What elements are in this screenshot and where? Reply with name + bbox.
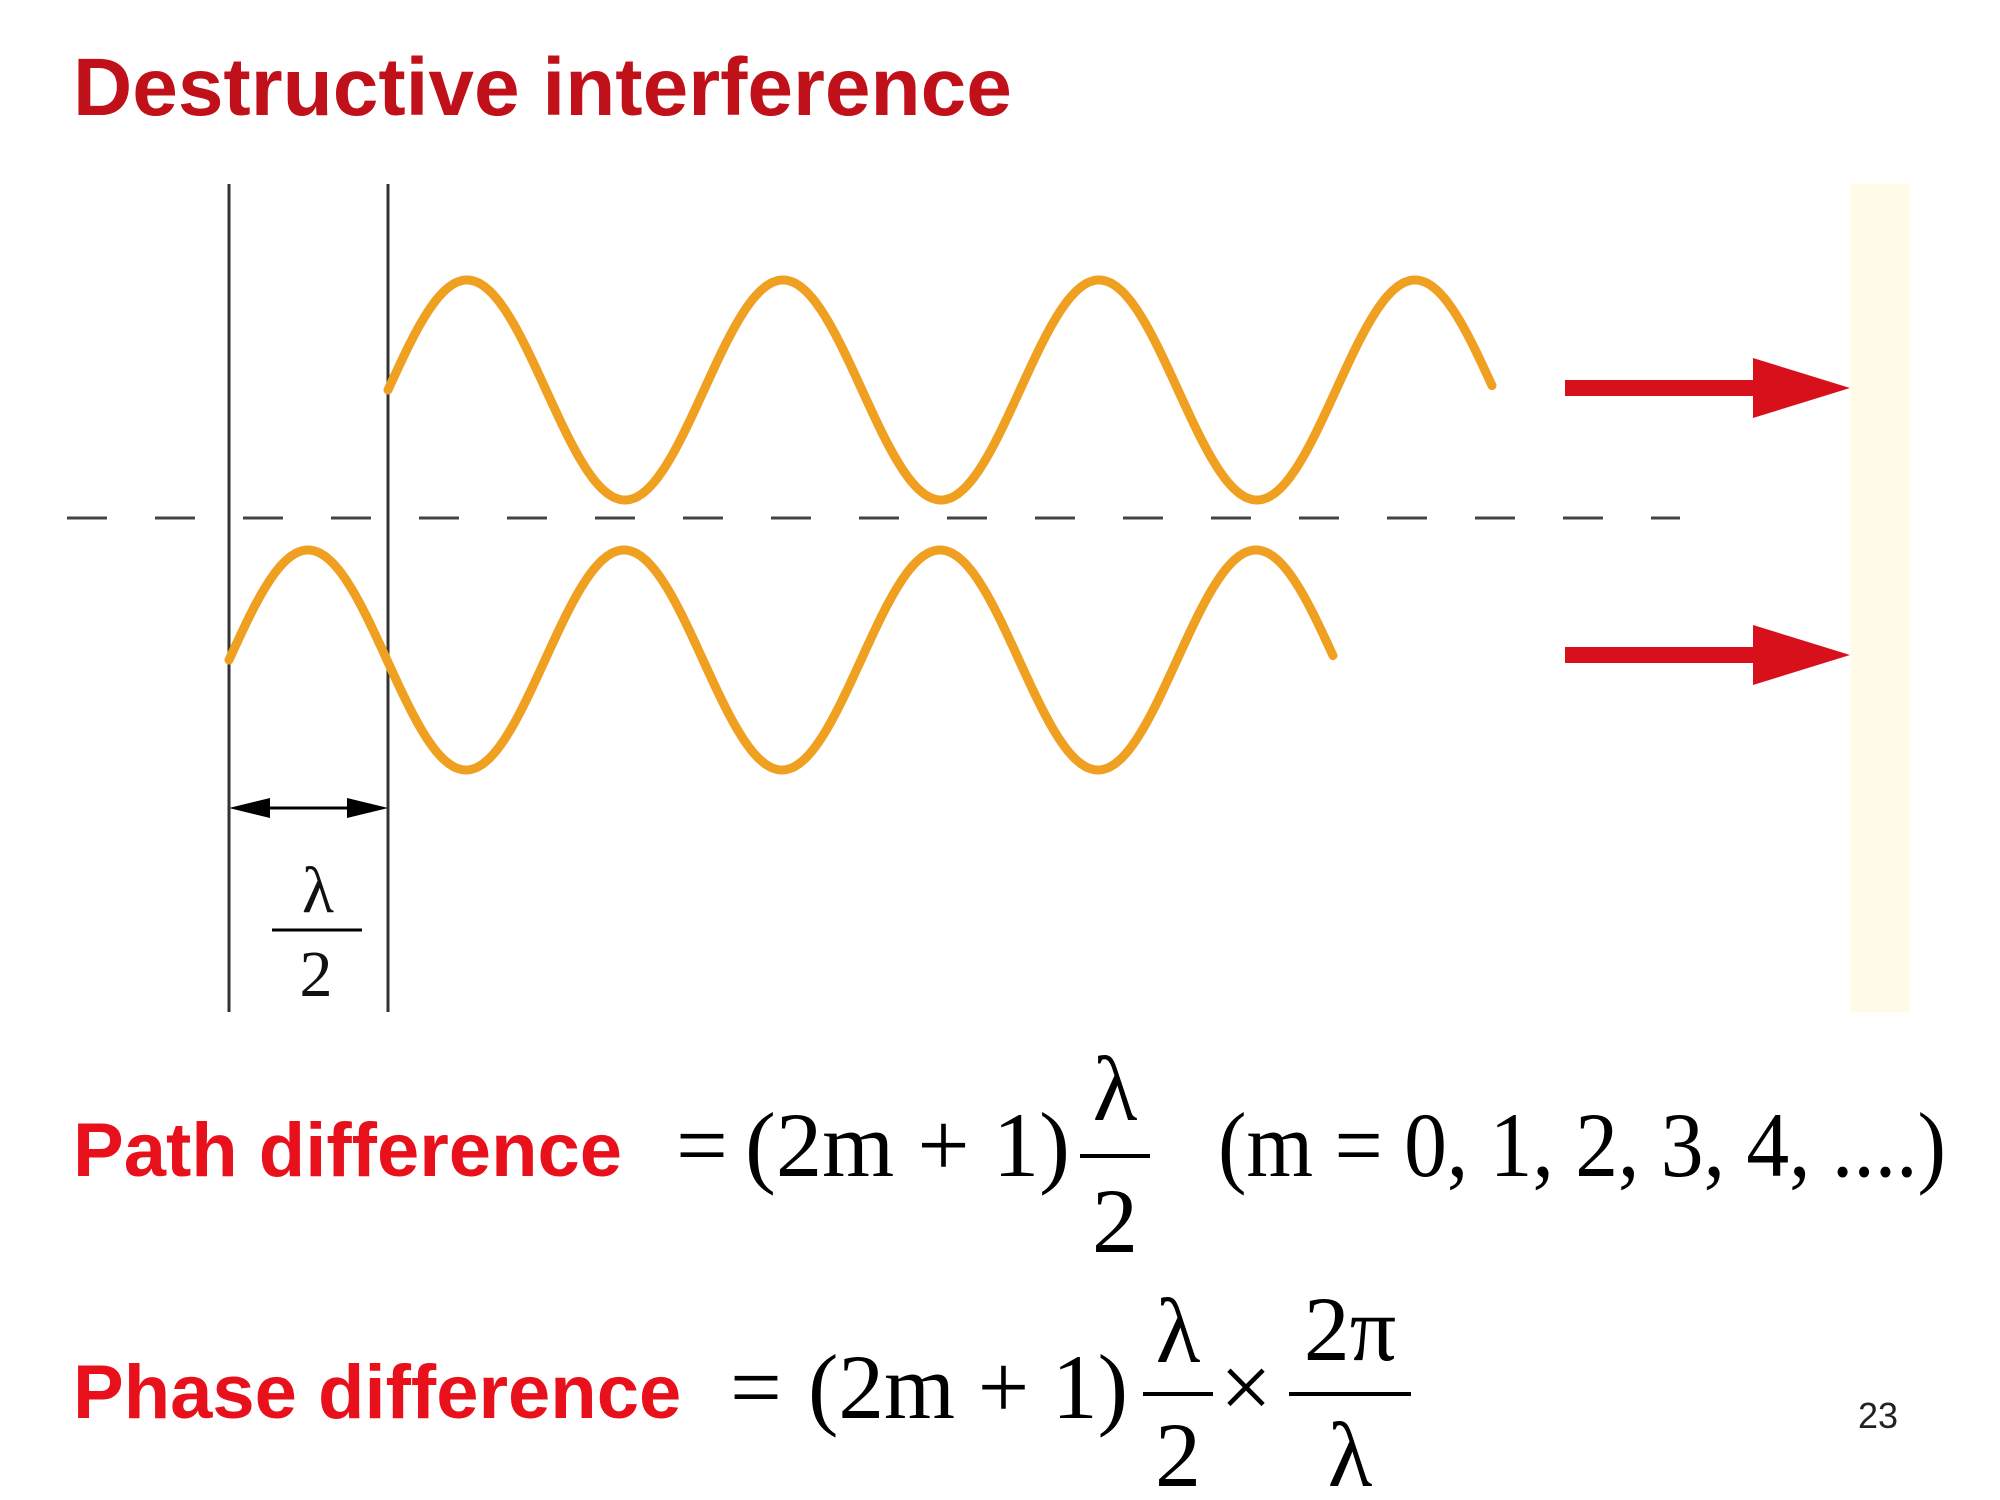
wavelength-denominator: 2: [300, 938, 333, 1011]
dimension-arrow: [229, 798, 388, 818]
wavelength-numerator: λ: [302, 854, 334, 927]
denominator: 2: [1092, 1170, 1138, 1272]
numerator: 2π: [1304, 1278, 1396, 1380]
page-number: 23: [1858, 1395, 1898, 1436]
numerator: λ: [1093, 1038, 1138, 1140]
denominator: 2: [1155, 1404, 1201, 1500]
equation-label: Path difference: [73, 1108, 622, 1193]
arrow: [1565, 625, 1850, 685]
arrow: [1565, 358, 1850, 418]
diagram: λ 2: [67, 184, 1910, 1012]
screen: [1850, 184, 1910, 1012]
slide-title: Destructive interference: [73, 42, 1012, 133]
wave: [383, 275, 1497, 505]
equals: =: [676, 1094, 728, 1196]
wave: [224, 545, 1338, 775]
equation-label: Phase difference: [73, 1350, 681, 1435]
times: ×: [1220, 1336, 1272, 1438]
numerator: λ: [1156, 1280, 1201, 1382]
denominator: λ: [1328, 1404, 1373, 1500]
equation: Path difference = (2m + 1) λ 2 (m = 0, 1…: [73, 1038, 1946, 1272]
equation: Phase difference = (2m + 1) λ 2 × 2π λ: [73, 1278, 1411, 1500]
condition: (m = 0, 1, 2, 3, 4, ....): [1218, 1094, 1946, 1196]
factor: (2m + 1): [808, 1336, 1128, 1438]
factor: (2m + 1): [745, 1094, 1070, 1196]
equals: =: [730, 1336, 782, 1438]
